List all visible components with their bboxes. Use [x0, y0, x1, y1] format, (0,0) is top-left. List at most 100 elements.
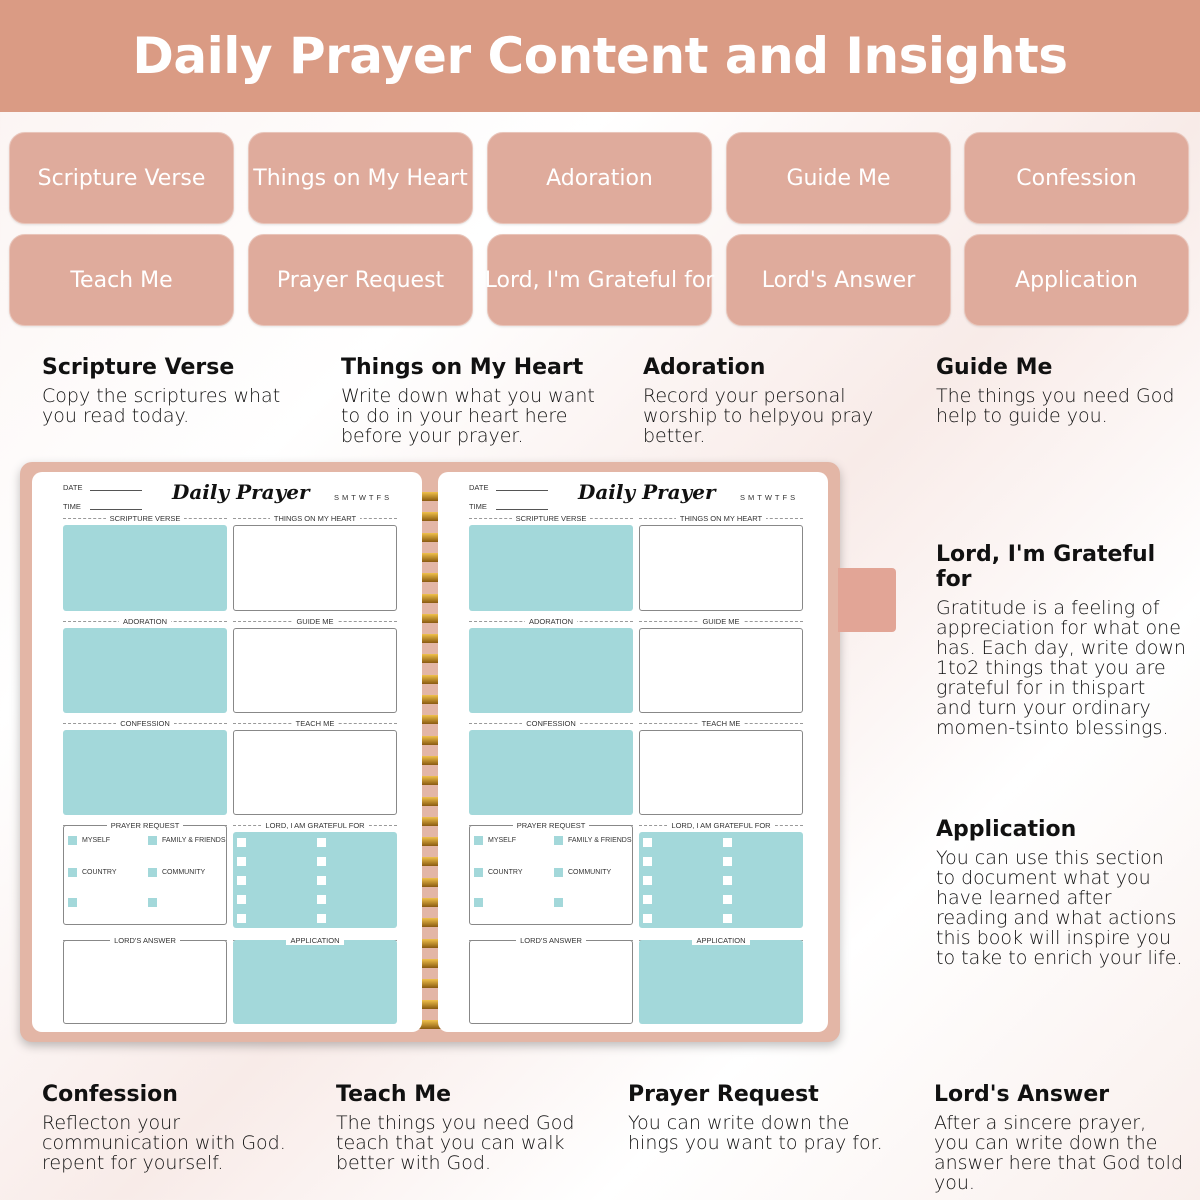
description-title: Scripture Verse: [42, 355, 235, 380]
checkbox: [643, 857, 652, 866]
description-text: The things you need God help to guide yo…: [936, 385, 1175, 427]
section-label: APPLICATION: [639, 936, 803, 945]
category-chip: Scripture Verse: [9, 132, 234, 224]
section-label: THINGS ON MY HEART: [233, 514, 397, 523]
spiral-ring-icon: [415, 715, 453, 725]
checkbox: [68, 898, 77, 907]
spiral-ring-icon: [415, 613, 453, 623]
checkbox: [723, 895, 732, 904]
description-title: Adoration: [643, 355, 766, 380]
checkbox: [237, 914, 246, 923]
spiral-ring-icon: [415, 918, 453, 928]
section-label-text: LORD, I AM GRATEFUL FOR: [261, 821, 369, 830]
checkbox: [643, 838, 652, 847]
checkbox: [317, 857, 326, 866]
notebook-page-left: DATE TIME Daily Prayer SMTWTFS SCRIPTURE…: [32, 472, 422, 1032]
banner: Daily Prayer Content and Insights: [0, 0, 1200, 112]
description-title: Confession: [42, 1082, 178, 1107]
checkbox: [237, 895, 246, 904]
description-text: After a sincere prayer, you can write do…: [934, 1112, 1184, 1194]
checkbox: [68, 868, 77, 877]
section-label-text: GUIDE ME: [292, 617, 338, 626]
section-box: [233, 832, 397, 928]
prayer-option: MYSELF: [488, 837, 517, 844]
section-box: [469, 730, 633, 815]
description-block: Confession Reflecton your communication w…: [42, 1082, 312, 1173]
description-text: Record your personal worship to helpyou …: [643, 385, 874, 447]
time-line: [496, 509, 548, 510]
section-box: [233, 730, 397, 815]
notebook-page-right: DATE TIME Daily Prayer SMTWTFS SCRIPTURE…: [438, 472, 828, 1032]
section-box: [63, 730, 227, 815]
section-label: APPLICATION: [233, 936, 397, 945]
section-label-text: ADORATION: [118, 617, 172, 626]
section-box: [469, 940, 633, 1024]
category-chip: Lord, I'm Grateful for: [485, 234, 714, 326]
section-label-text: APPLICATION: [692, 936, 750, 945]
section-box: [639, 628, 803, 713]
spiral-ring-icon: [415, 552, 453, 562]
checkbox: [643, 876, 652, 885]
page-section: GUIDE ME: [639, 617, 803, 713]
checkbox: [317, 838, 326, 847]
section-box: [469, 628, 633, 713]
section-label-text: THINGS ON MY HEART: [269, 514, 361, 523]
section-box: [233, 940, 397, 1024]
section-label-text: LORD'S ANSWER: [110, 936, 180, 945]
prayer-option: COMMUNITY: [162, 869, 206, 876]
section-box: MYSELF FAMILY & FRIENDS COUNTRY COMMUNITY: [469, 825, 633, 925]
checkbox: [474, 836, 483, 845]
category-chip: Prayer Request: [248, 234, 473, 326]
checkbox: [723, 914, 732, 923]
spiral-ring-icon: [415, 755, 453, 765]
checkbox: [723, 838, 732, 847]
section-box: [233, 525, 397, 611]
section-box: [639, 940, 803, 1024]
page-section: CONFESSION: [63, 719, 227, 815]
spiral-ring-icon: [415, 938, 453, 948]
checkbox: [474, 868, 483, 877]
section-label: CONFESSION: [469, 719, 633, 728]
time-label: TIME: [63, 502, 81, 511]
page-section: SCRIPTURE VERSE: [469, 514, 633, 611]
page-title: Daily Prayer: [172, 480, 310, 504]
spiral-ring-icon: [415, 532, 453, 542]
section-label-text: ADORATION: [524, 617, 578, 626]
section-label-text: SCRIPTURE VERSE: [105, 514, 185, 523]
description-text: You can use this section to document wha…: [936, 847, 1183, 969]
spiral-ring-icon: [415, 999, 453, 1009]
checkbox: [474, 898, 483, 907]
date-label: DATE: [63, 483, 83, 492]
section-box: [233, 628, 397, 713]
section-label-text: APPLICATION: [286, 936, 344, 945]
section-label: THINGS ON MY HEART: [639, 514, 803, 523]
section-label-text: THINGS ON MY HEART: [675, 514, 767, 523]
description-text: Copy the scriptures what you read today.: [42, 385, 281, 427]
spiral-ring-icon: [415, 634, 453, 644]
spiral-ring-icon: [415, 1019, 453, 1029]
section-box: [63, 940, 227, 1024]
spiral-ring-icon: [415, 816, 453, 826]
spiral-ring-icon: [415, 512, 453, 522]
section-label-text: TEACH ME: [291, 719, 339, 728]
spiral-ring-icon: [415, 796, 453, 806]
description-text: Gratitude is a feeling of appreciation f…: [936, 597, 1186, 739]
spiral-ring-icon: [415, 674, 453, 684]
checkbox: [237, 876, 246, 885]
description-title: Guide Me: [936, 355, 1053, 380]
spiral-ring-icon: [415, 979, 453, 989]
description-title: Lord, I'm Grateful for: [936, 542, 1156, 592]
section-label: PRAYER REQUEST: [63, 821, 227, 830]
description-title: Teach Me: [336, 1082, 452, 1107]
category-chip: Teach Me: [9, 234, 234, 326]
checkbox: [317, 914, 326, 923]
description-block: Lord's Answer After a sincere prayer, you…: [934, 1082, 1184, 1193]
checkbox: [554, 836, 563, 845]
description-title: Prayer Request: [628, 1082, 819, 1107]
page-section: LORD, I AM GRATEFUL FOR: [233, 821, 397, 928]
section-label-text: GUIDE ME: [698, 617, 744, 626]
checkbox: [68, 836, 77, 845]
description-text: Write down what you want to do in your h…: [341, 385, 595, 447]
checkbox: [317, 895, 326, 904]
prayer-option: COMMUNITY: [568, 869, 612, 876]
